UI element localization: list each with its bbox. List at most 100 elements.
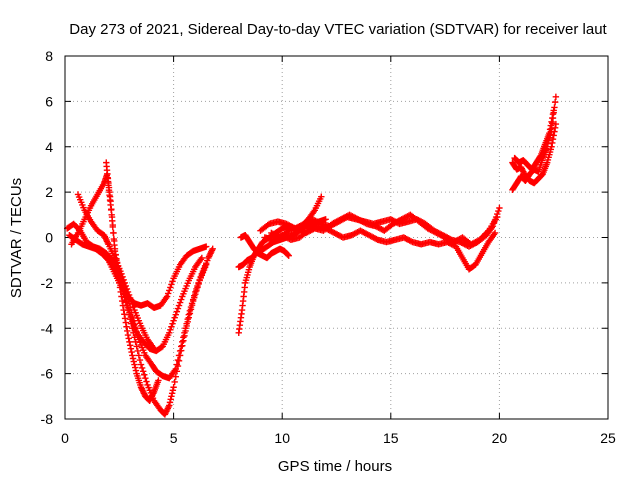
x-tick-label: 0 [61, 430, 69, 446]
data-point [118, 270, 125, 277]
data-point [491, 229, 499, 237]
data-point [175, 302, 183, 309]
data-point [169, 387, 177, 394]
data-point [163, 293, 171, 300]
data-point [548, 118, 555, 125]
data-point [125, 335, 132, 342]
data-point [130, 303, 137, 311]
data-point [123, 323, 130, 330]
data-point [150, 345, 158, 352]
data-point [108, 211, 115, 219]
data-point [122, 282, 130, 290]
y-tick-label: 0 [45, 230, 53, 246]
data-point [185, 314, 193, 321]
series-trace-i [237, 232, 292, 262]
data-point [167, 326, 174, 333]
data-point [121, 311, 128, 318]
data-point [284, 251, 292, 259]
data-point [168, 393, 175, 400]
data-point [129, 355, 137, 362]
data-point [169, 320, 176, 327]
data-point [494, 213, 501, 221]
data-point [118, 297, 126, 305]
data-point [194, 284, 201, 291]
data-point [124, 288, 132, 296]
data-point [133, 343, 140, 350]
data-point [109, 217, 116, 225]
data-point [173, 368, 181, 375]
data-point [110, 235, 118, 243]
data-point [135, 352, 143, 359]
data-point [132, 364, 139, 371]
data-point [127, 345, 135, 352]
x-tick-label: 10 [274, 430, 290, 446]
y-tick-label: -2 [41, 275, 54, 291]
y-tick-label: -6 [41, 366, 54, 382]
data-point [285, 252, 292, 259]
data-point [182, 327, 189, 335]
data-point [202, 243, 210, 250]
data-point [167, 284, 174, 291]
data-point [166, 402, 173, 409]
data-point [191, 294, 198, 301]
data-point [123, 285, 131, 293]
x-tick-label: 15 [383, 430, 399, 446]
data-point [166, 287, 173, 294]
data-point [548, 143, 555, 150]
data-point [121, 315, 129, 322]
data-point [125, 291, 133, 299]
data-point [549, 111, 557, 118]
data-point [179, 342, 186, 349]
data-point [551, 98, 559, 106]
x-tick-labels: 0 5 10 15 20 25 [61, 430, 616, 446]
data-point [120, 276, 127, 284]
data-point [174, 356, 182, 364]
data-point [121, 279, 128, 287]
grid-lines [65, 56, 608, 419]
data-point [322, 216, 329, 223]
data-point [195, 280, 202, 288]
data-point [136, 356, 144, 364]
data-point [496, 204, 503, 212]
chart-title: Day 273 of 2021, Sidereal Day-to-day VTE… [69, 21, 607, 38]
data-point [172, 311, 179, 318]
series-trace-b [66, 232, 210, 418]
data-point [551, 104, 558, 111]
data-point [126, 338, 133, 346]
data-point [551, 128, 558, 135]
data-point [168, 281, 175, 288]
series-trace-n [509, 120, 560, 187]
data-point [173, 308, 181, 315]
y-tick-label: 8 [45, 48, 53, 64]
data-point [189, 297, 197, 305]
x-tick-label: 20 [492, 430, 508, 446]
data-point [171, 314, 178, 321]
series-trace-g [235, 193, 325, 336]
data-point [175, 357, 183, 364]
data-point [176, 352, 184, 359]
data-point [170, 317, 177, 324]
data-point [172, 373, 179, 380]
data-point [126, 342, 134, 349]
x-axis-label: GPS time / hours [278, 458, 392, 475]
data-point [174, 362, 182, 370]
data-point [124, 327, 131, 335]
data-point [187, 306, 195, 313]
data-point [166, 399, 174, 406]
data-point [126, 294, 134, 302]
data-point [132, 367, 140, 374]
data-point [142, 374, 149, 382]
data-point [318, 193, 325, 200]
data-point [155, 377, 162, 384]
data-point [166, 329, 173, 336]
data-point [170, 384, 177, 391]
y-tick-label: 4 [45, 139, 53, 155]
data-point [552, 93, 560, 101]
plot-frame [64, 55, 609, 420]
data-point [198, 254, 206, 262]
y-tick-label: 2 [45, 184, 53, 200]
data-point [130, 358, 137, 365]
series-trace-o [511, 107, 557, 173]
data-point [546, 126, 554, 133]
